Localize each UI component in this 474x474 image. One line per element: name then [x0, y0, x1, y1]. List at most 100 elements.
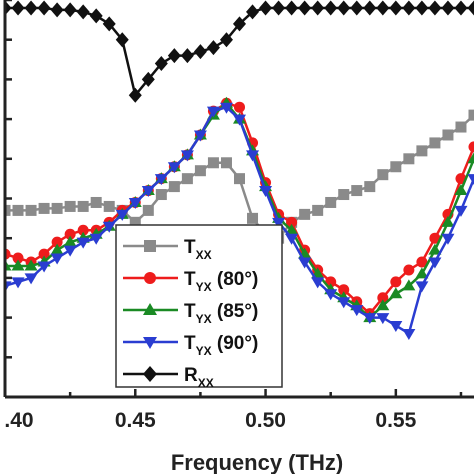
data-point-3-8	[102, 221, 116, 233]
data-point-4-33	[428, 0, 442, 16]
data-point-3-13	[167, 162, 181, 174]
data-point-1-5	[64, 228, 76, 240]
data-point-3-2	[24, 273, 38, 285]
data-point-4-3	[37, 0, 51, 16]
data-point-0-4	[51, 202, 63, 214]
data-point-0-35	[455, 121, 467, 133]
x-tick-label: 0.45	[115, 409, 156, 432]
data-point-2-35	[454, 184, 468, 196]
data-point-0-24	[312, 204, 324, 216]
x-axis-title: Frequency (THz)	[171, 450, 343, 474]
series-3	[5, 102, 474, 340]
data-point-3-11	[141, 186, 155, 198]
data-point-4-10	[128, 87, 142, 103]
legend-marker-3	[143, 337, 157, 349]
series-0	[5, 109, 474, 244]
data-point-4-5	[63, 2, 77, 18]
data-point-1-1	[12, 252, 24, 264]
legend-label-4: RXX	[184, 365, 214, 390]
data-point-4-27	[350, 0, 364, 16]
legend-label-subscript: YX	[196, 312, 212, 326]
legend-label-2: TYX (85°)	[184, 301, 258, 326]
data-point-3-1	[11, 277, 25, 289]
series-layer	[5, 0, 474, 340]
legend-label-3: TYX (90°)	[184, 333, 258, 358]
data-point-0-0	[5, 204, 11, 216]
data-point-4-15	[193, 44, 207, 60]
data-point-4-19	[246, 4, 260, 20]
data-point-4-11	[141, 71, 155, 87]
data-point-1-3	[38, 248, 50, 260]
data-point-3-0	[5, 281, 12, 293]
data-point-4-20	[259, 0, 273, 16]
data-point-3-4	[50, 253, 64, 265]
data-point-1-30	[390, 276, 402, 288]
legend-label-main: T	[184, 237, 196, 258]
data-point-3-30	[389, 321, 403, 333]
data-point-2-30	[389, 287, 403, 299]
data-point-2-1	[11, 259, 25, 271]
data-point-3-26	[337, 297, 351, 309]
data-point-1-22	[286, 216, 298, 228]
data-point-0-27	[351, 185, 363, 197]
data-point-0-3	[38, 202, 50, 214]
data-point-3-25	[324, 289, 338, 301]
legend-label-suffix: (90°)	[212, 333, 259, 354]
data-point-3-28	[363, 313, 377, 325]
data-point-4-36	[467, 0, 474, 16]
data-point-0-36	[468, 109, 474, 121]
data-point-4-8	[102, 16, 116, 32]
data-point-3-17	[219, 102, 233, 114]
data-point-1-18	[234, 101, 245, 113]
data-point-2-2	[24, 259, 38, 271]
data-point-4-30	[389, 0, 403, 16]
data-point-2-31	[402, 279, 416, 291]
data-point-4-13	[167, 48, 181, 64]
data-point-0-18	[234, 173, 245, 185]
data-point-3-19	[246, 150, 260, 162]
data-point-0-12	[155, 189, 167, 201]
data-point-4-23	[298, 0, 312, 16]
x-tick-label: 0.50	[245, 409, 286, 432]
data-point-4-21	[272, 0, 286, 16]
data-point-2-29	[376, 299, 390, 311]
data-point-0-17	[220, 157, 232, 169]
legend-marker-2	[143, 303, 157, 315]
data-point-4-1	[11, 0, 25, 16]
data-point-3-27	[350, 305, 364, 317]
data-point-4-0	[5, 0, 12, 16]
legend-label-suffix: (80°)	[212, 269, 259, 290]
data-point-4-29	[376, 0, 390, 16]
x-tick-label: .40	[4, 409, 33, 432]
data-point-0-6	[77, 200, 89, 212]
data-point-3-20	[259, 186, 273, 198]
data-point-0-5	[64, 200, 76, 212]
legend-marker-4	[143, 366, 157, 382]
legend-box	[115, 224, 283, 388]
data-point-0-2	[25, 204, 37, 216]
legend-label-main: R	[184, 365, 198, 386]
data-point-1-33	[429, 232, 441, 244]
data-point-4-14	[180, 48, 194, 64]
data-point-0-26	[338, 189, 350, 201]
data-point-2-33	[428, 243, 442, 255]
data-point-0-15	[194, 165, 206, 177]
data-point-3-14	[180, 150, 194, 162]
data-point-4-25	[324, 0, 338, 16]
data-point-0-1	[12, 204, 24, 216]
data-point-3-6	[76, 237, 90, 249]
data-point-1-6	[77, 224, 89, 236]
data-point-4-24	[311, 0, 325, 16]
data-point-0-29	[377, 169, 389, 181]
data-point-3-32	[415, 281, 429, 293]
data-point-0-8	[103, 200, 115, 212]
axes-layer: .40 0.45 0.50 0.55	[3, 0, 474, 432]
legend-label-1: TYX (80°)	[184, 269, 258, 294]
data-point-3-16	[206, 106, 220, 118]
data-point-3-15	[193, 130, 207, 142]
data-point-4-26	[337, 0, 351, 16]
data-point-4-34	[441, 0, 455, 16]
data-point-3-29	[376, 313, 390, 325]
